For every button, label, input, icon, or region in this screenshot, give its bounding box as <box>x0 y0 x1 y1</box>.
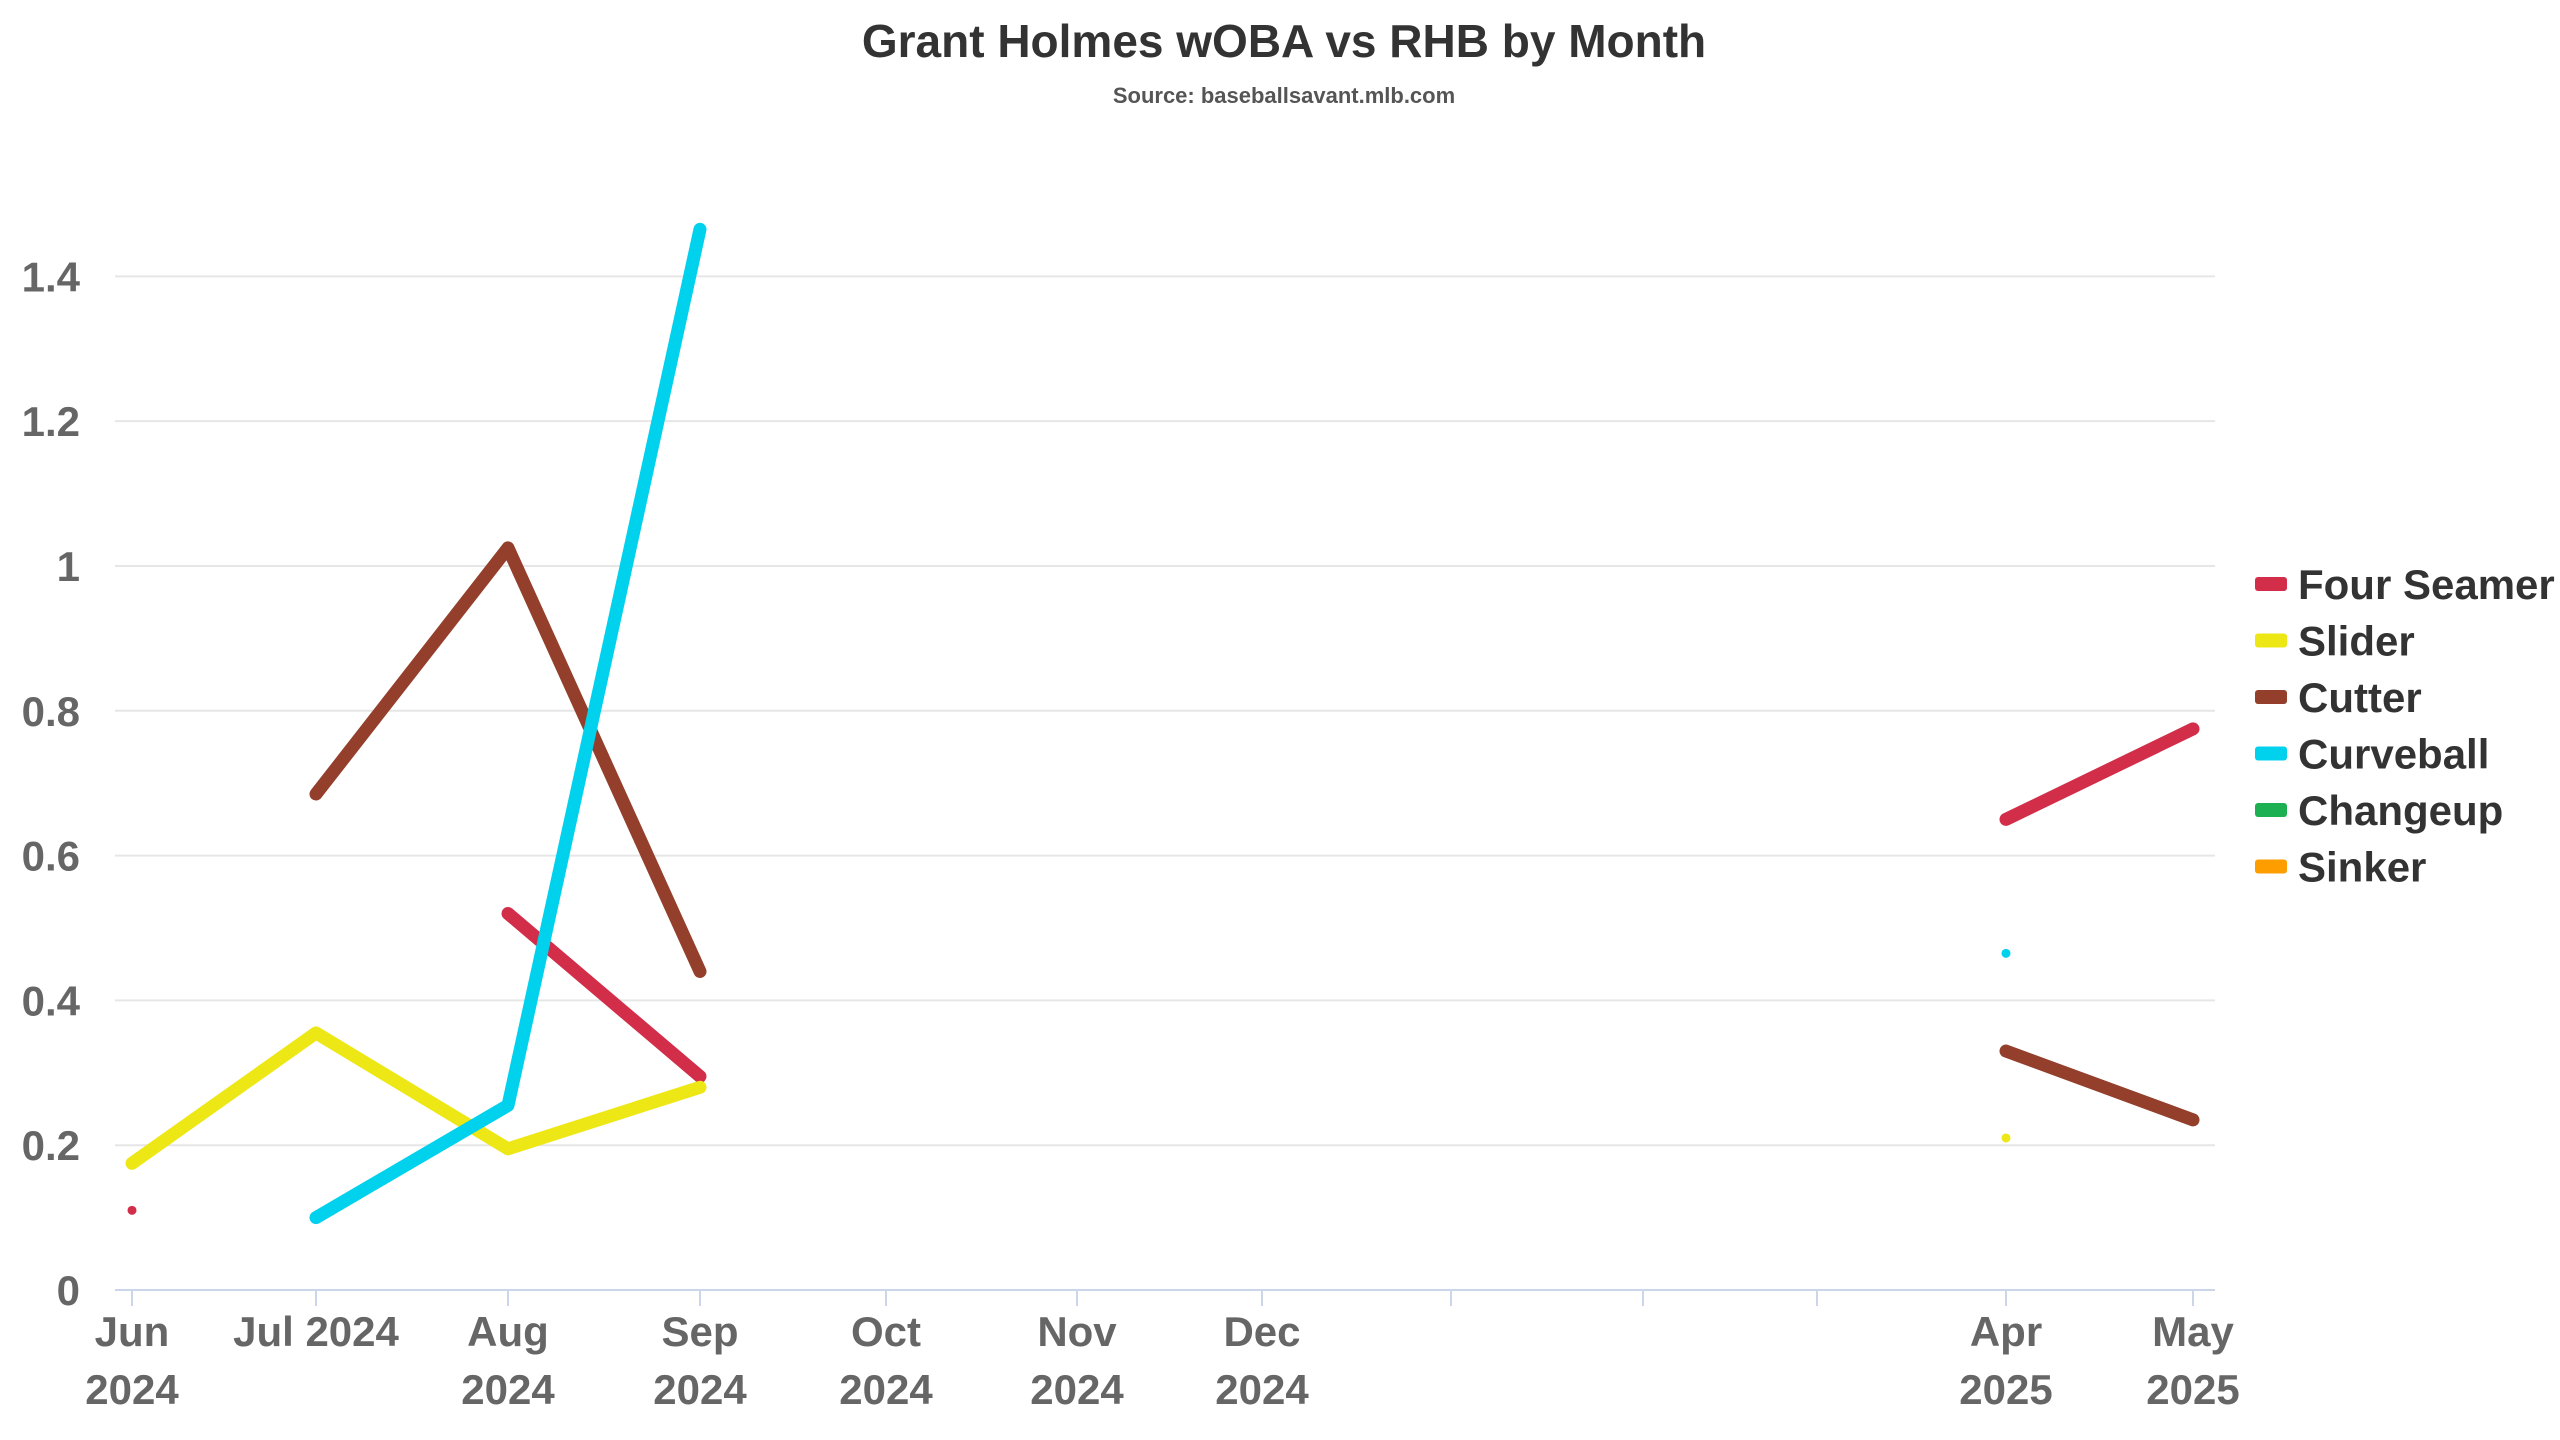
legend-label: Slider <box>2298 618 2415 665</box>
data-point <box>127 1205 137 1215</box>
x-axis-labels: Jun 2024 Jul 2024 Aug 2024 Sep 2024 Oct 2024 Nov 2… <box>85 1308 2239 1413</box>
series-line <box>125 1026 707 1170</box>
legend-item[interactable]: Changeup <box>2255 787 2503 834</box>
series-cutter <box>309 541 2200 1127</box>
chart-title: Grant Holmes wOBA vs RHB by Month <box>862 15 1706 67</box>
x-tick-label: 2024 <box>653 1366 747 1413</box>
x-tick-label: 2024 <box>1030 1366 1124 1413</box>
legend[interactable]: Four Seamer Slider Cutter Curveball Changeup… <box>2255 561 2555 891</box>
x-tick-label: Apr <box>1970 1308 2042 1355</box>
plot-area <box>125 222 2200 1225</box>
legend-swatch <box>2255 633 2287 648</box>
legend-swatch <box>2255 746 2287 761</box>
gridlines <box>115 275 2215 1147</box>
y-tick-label: 0.8 <box>22 688 80 735</box>
y-tick-label: 1.4 <box>22 253 81 300</box>
legend-label: Cutter <box>2298 674 2422 721</box>
legend-swatch <box>2255 859 2287 874</box>
series-line <box>1999 722 2200 826</box>
data-point <box>2001 1133 2011 1143</box>
y-tick-label: 1 <box>57 543 80 590</box>
x-tick-label: Aug <box>467 1308 549 1355</box>
x-axis <box>115 1289 2215 1306</box>
x-tick-label: May <box>2152 1308 2234 1355</box>
series-slider <box>125 1026 2011 1170</box>
y-axis-labels: 0 0.2 0.4 0.6 0.8 1 1.2 1.4 <box>22 253 81 1314</box>
legend-swatch <box>2255 803 2287 817</box>
y-tick-label: 0 <box>57 1267 80 1314</box>
x-tick-label: Jul 2024 <box>233 1308 399 1355</box>
x-tick-label: Oct <box>851 1308 921 1355</box>
x-tick-label: Jun <box>95 1308 170 1355</box>
chart-subtitle: Source: baseballsavant.mlb.com <box>1113 83 1455 108</box>
legend-label: Curveball <box>2298 731 2489 778</box>
legend-label: Four Seamer <box>2298 561 2555 608</box>
series-line <box>1999 1044 2200 1127</box>
y-tick-label: 0.6 <box>22 833 80 880</box>
x-tick-label: Nov <box>1037 1308 1117 1355</box>
x-tick-label: 2024 <box>461 1366 555 1413</box>
legend-item[interactable]: Four Seamer <box>2255 561 2555 608</box>
x-tick-label: Sep <box>661 1308 738 1355</box>
legend-label: Sinker <box>2298 844 2426 891</box>
x-tick-label: 2024 <box>839 1366 933 1413</box>
y-tick-label: 1.2 <box>22 398 80 445</box>
x-tick-label: 2024 <box>1215 1366 1309 1413</box>
legend-swatch <box>2255 690 2287 704</box>
y-tick-label: 0.4 <box>22 977 81 1024</box>
y-tick-label: 0.2 <box>22 1122 80 1169</box>
series-line <box>309 222 707 1225</box>
legend-item[interactable]: Sinker <box>2255 844 2426 891</box>
legend-label: Changeup <box>2298 787 2503 834</box>
legend-item[interactable]: Slider <box>2255 618 2415 665</box>
x-tick-label: 2025 <box>1959 1366 2052 1413</box>
legend-swatch <box>2255 577 2287 591</box>
x-tick-label: 2025 <box>2146 1366 2239 1413</box>
x-tick-label: 2024 <box>85 1366 179 1413</box>
data-point <box>2001 948 2011 958</box>
x-tick-label: Dec <box>1223 1308 1300 1355</box>
series-curveball <box>309 222 2011 1225</box>
series-line <box>309 541 707 978</box>
legend-item[interactable]: Cutter <box>2255 674 2422 721</box>
legend-item[interactable]: Curveball <box>2255 731 2489 778</box>
